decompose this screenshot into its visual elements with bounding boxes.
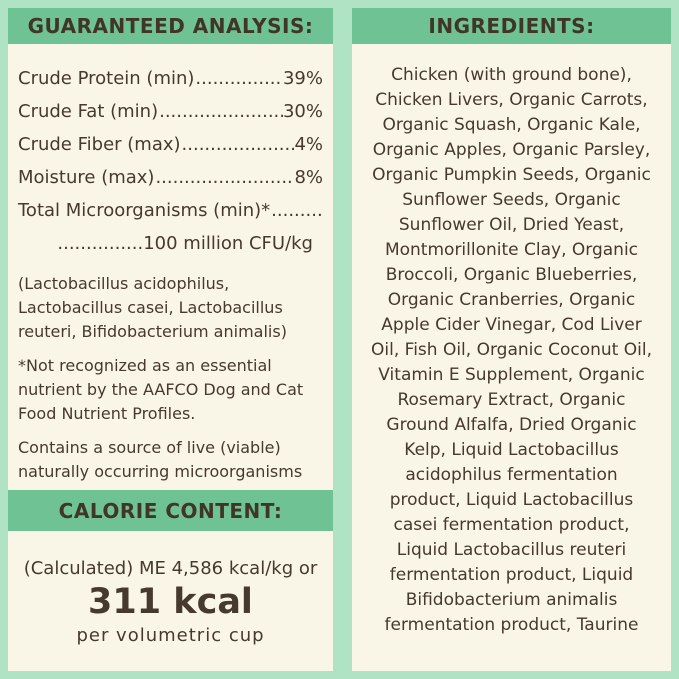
dot-leader: ........................................…: [195, 68, 283, 89]
calorie-calculated-line: (Calculated) ME 4,586 kcal/kg or: [23, 558, 318, 579]
probiotic-species-note: (Lactobacillus acidophilus, Lactobacillu…: [18, 274, 287, 341]
per-volumetric-cup-label: per volumetric cup: [76, 625, 265, 646]
analysis-rows: Crude Protein (min) ....................…: [18, 62, 323, 260]
dot-leader: ........................................…: [159, 101, 283, 122]
kcal-per-cup-value: 311 kcal: [88, 582, 253, 622]
analysis-row-crude-fat: Crude Fat (min) ........................…: [18, 95, 323, 128]
analysis-label: Crude Fat (min): [18, 101, 159, 122]
analysis-row-total-microorganisms: Total Microorganisms (min)* ............…: [18, 194, 323, 227]
ingredients-title: INGREDIENTS:: [428, 14, 595, 38]
analysis-value: 30%: [282, 101, 323, 122]
guaranteed-analysis-panel: GUARANTEED ANALYSIS: Crude Protein (min)…: [8, 8, 333, 671]
calorie-content-header: CALORIE CONTENT:: [8, 490, 333, 531]
analysis-label: Total Microorganisms (min)*: [18, 200, 271, 221]
guaranteed-analysis-title: GUARANTEED ANALYSIS:: [27, 14, 314, 38]
analysis-value: 4%: [294, 134, 323, 155]
analysis-label: Moisture (max): [18, 167, 155, 188]
aafco-footnote: *Not recognized as an essential nutrient…: [18, 356, 304, 423]
dot-leader: ........................................…: [181, 134, 295, 155]
ingredients-header: INGREDIENTS:: [352, 8, 671, 44]
dot-leader: ........................................…: [155, 167, 294, 188]
ingredients-list: Chicken (with ground bone), Chicken Live…: [371, 65, 652, 635]
analysis-row-cfu-continuation: ...............100 million CFU/kg: [57, 233, 313, 254]
calorie-content-title: CALORIE CONTENT:: [58, 498, 283, 523]
dot-leader: ........................................…: [271, 200, 323, 221]
analysis-label: Crude Fiber (max): [18, 134, 181, 155]
analysis-value: 8%: [294, 167, 323, 188]
guaranteed-analysis-header: GUARANTEED ANALYSIS:: [8, 8, 333, 44]
analysis-row-moisture: Moisture (max) .........................…: [18, 161, 323, 194]
analysis-label: Crude Protein (min): [18, 68, 195, 89]
analysis-row-crude-fiber: Crude Fiber (max) ......................…: [18, 128, 323, 161]
analysis-row-crude-protein: Crude Protein (min) ....................…: [18, 62, 323, 95]
analysis-value: 39%: [282, 68, 323, 89]
ingredients-panel: INGREDIENTS: Chicken (with ground bone),…: [352, 8, 671, 671]
live-microorganisms-note: Contains a source of live (viable) natur…: [18, 438, 303, 481]
